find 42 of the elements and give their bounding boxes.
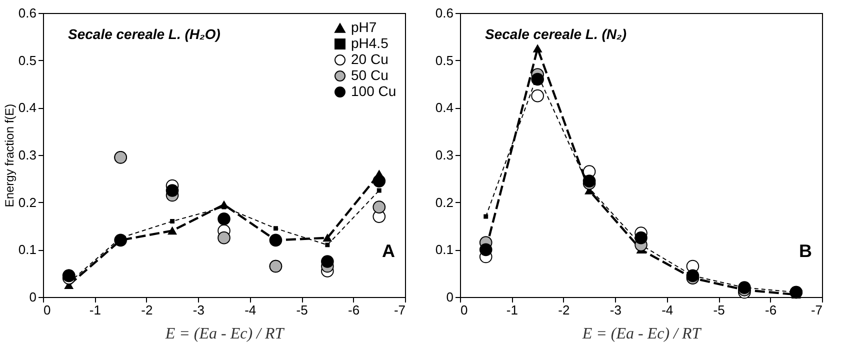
x-tick-label: -7 <box>394 302 406 318</box>
y-tick-label: 0.3 <box>435 148 454 162</box>
x-tick-label: -6 <box>348 302 360 318</box>
y-tick-label: 0.4 <box>435 100 454 116</box>
x-tick-label: -4 <box>244 302 256 318</box>
x-tick-label: -2 <box>558 302 570 318</box>
y-tick-label: 0.6 <box>18 6 36 20</box>
x-tick-label: 0 <box>44 302 51 318</box>
text: Secale cereale L. (H₂O) <box>68 26 221 42</box>
x-tick-label: -3 <box>192 302 204 318</box>
y-tick-label: 0.5 <box>435 52 454 68</box>
legend-label: 50 Cu <box>351 67 388 83</box>
x-tick-label: -5 <box>713 302 725 318</box>
y-tick-label: 0.2 <box>18 194 36 210</box>
x-axis-title: E = (Ea - Ec) / RT <box>164 326 285 342</box>
y-tick-label: 0.5 <box>18 52 36 68</box>
y-tick-label: 0 <box>29 290 36 304</box>
x-tick-label: -6 <box>765 302 777 318</box>
x-tick-label: -3 <box>610 302 622 318</box>
annotation: B <box>799 241 812 261</box>
x-tick-label: -7 <box>810 302 822 318</box>
y-tick-label: 0.2 <box>435 194 454 210</box>
x-axis-title: E = (Ea - Ec) / RT <box>581 326 702 342</box>
text: Secale cereale L. (N₂) <box>485 26 627 42</box>
y-tick-label: 0.3 <box>18 148 36 162</box>
x-tick-label: -4 <box>662 302 674 318</box>
y-axis-title: Energy fraction f(E) <box>2 104 16 208</box>
legend-label: 20 Cu <box>351 51 388 67</box>
x-tick-label: -1 <box>89 302 101 318</box>
x-tick-label: 0 <box>460 302 468 318</box>
y-tick-label: 0 <box>446 290 454 304</box>
x-tick-label: -5 <box>296 302 308 318</box>
y-tick-label: 0.1 <box>18 242 36 258</box>
x-tick-label: -1 <box>506 302 518 318</box>
y-tick-label: 0.1 <box>435 242 454 258</box>
y-tick-label: 0.6 <box>435 6 454 20</box>
x-tick-label: -2 <box>141 302 153 318</box>
legend-label: 100 Cu <box>351 83 396 99</box>
annotation: A <box>382 241 395 261</box>
legend-label: pH4.5 <box>351 35 389 51</box>
y-tick-label: 0.4 <box>18 100 36 116</box>
legend-label: pH7 <box>351 19 377 35</box>
